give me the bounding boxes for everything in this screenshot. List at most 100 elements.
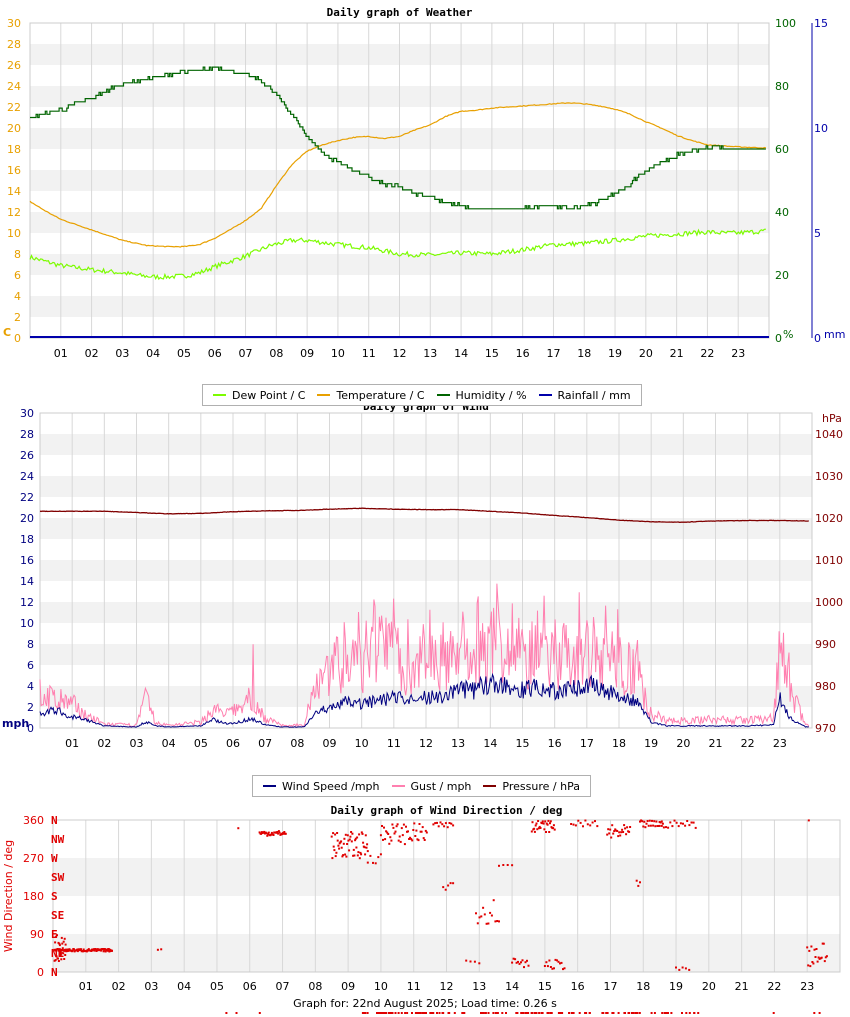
direction-point [626,826,629,829]
direction-point [574,824,577,827]
direction-point [393,832,396,835]
direction-point [352,854,355,857]
direction-point [502,864,505,866]
direction-point [631,1012,633,1014]
direction-point [387,833,390,835]
direction-point [686,820,689,822]
direction-point [621,828,624,831]
y-tick-temperature: 0 [14,332,21,345]
direction-point [663,1012,666,1014]
y-tick-mph: 26 [20,449,34,462]
direction-point [346,843,349,845]
direction-point [646,820,649,822]
direction-point [572,1012,575,1014]
direction-point [821,942,824,945]
x-tick-label: 08 [269,347,283,360]
series-dew [29,228,766,281]
y-tick-hpa: 1020 [815,512,843,525]
direction-point [816,960,819,963]
direction-point [82,950,84,953]
x-tick-label: 09 [323,737,337,750]
direction-point [235,1012,238,1014]
x-tick-label: 21 [670,347,684,360]
direction-point [462,1012,465,1014]
direction-point [570,823,573,825]
direction-point [336,839,339,842]
direction-point [93,948,95,951]
direction-point [359,851,362,854]
direction-point [817,956,820,959]
direction-point [277,830,280,833]
direction-point [537,827,540,830]
direction-point [549,822,551,825]
direction-point [814,956,817,958]
direction-point [813,948,816,951]
x-tick-label: 17 [546,347,560,360]
direction-point [418,823,421,825]
x-tick-label: 04 [162,737,176,750]
x-tick-label: 07 [258,737,272,750]
direction-point [822,942,825,945]
direction-point [54,959,57,962]
direction-point [417,839,420,842]
direction-point [358,833,361,836]
direction-point [357,851,360,854]
direction-point [545,961,548,964]
direction-point [675,966,677,969]
direction-point [358,857,361,860]
direction-point [548,831,551,833]
direction-point [108,950,111,953]
y-tick-mph: 16 [20,554,34,567]
direction-point [411,1012,413,1014]
x-tick-label: 03 [130,737,144,750]
direction-point [390,1012,393,1014]
x-tick-label: 06 [226,737,240,750]
direction-point [103,948,106,950]
direction-point [350,840,353,843]
direction-point [505,1012,507,1014]
direction-point [395,825,398,828]
x-tick-label: 15 [516,737,530,750]
direction-point [481,1012,484,1014]
direction-point [544,820,547,823]
direction-point [476,922,479,925]
direction-point [482,1012,485,1014]
compass-label: SW [51,871,65,884]
direction-point [492,1012,495,1014]
direction-point [694,826,697,829]
x-tick-label: 04 [146,347,160,360]
direction-point [813,1012,816,1014]
direction-point [355,846,358,849]
direction-point [436,1012,438,1014]
direction-point [666,1012,669,1014]
direction-point [635,879,638,882]
direction-point [410,838,413,841]
direction-point [58,948,61,951]
direction-point [545,831,547,833]
direction-point [613,830,616,833]
plot-border [52,819,841,973]
direction-point [669,821,672,824]
direction-point [66,948,69,951]
direction-point [156,948,159,951]
direction-point [364,853,367,856]
direction-point [628,1012,631,1014]
direction-point [372,861,374,864]
compass-label: SE [51,909,64,922]
direction-point [612,832,615,835]
weather-chart-title: Daily graph of Weather [327,6,473,19]
x-tick-label: 05 [210,980,224,993]
y-tick-temperature: 12 [7,206,21,219]
y-tick-temperature: 30 [7,17,21,30]
direction-point [577,819,580,822]
direction-point [638,1012,641,1014]
direction-point [688,824,691,827]
direction-point [421,1012,424,1014]
direction-point [501,1012,504,1014]
x-tick-label: 21 [709,737,723,750]
legend-windspeed: Wind Speed /mph [263,780,380,793]
direction-point [554,958,557,961]
x-tick-label: 15 [485,347,499,360]
direction-point [617,835,620,838]
